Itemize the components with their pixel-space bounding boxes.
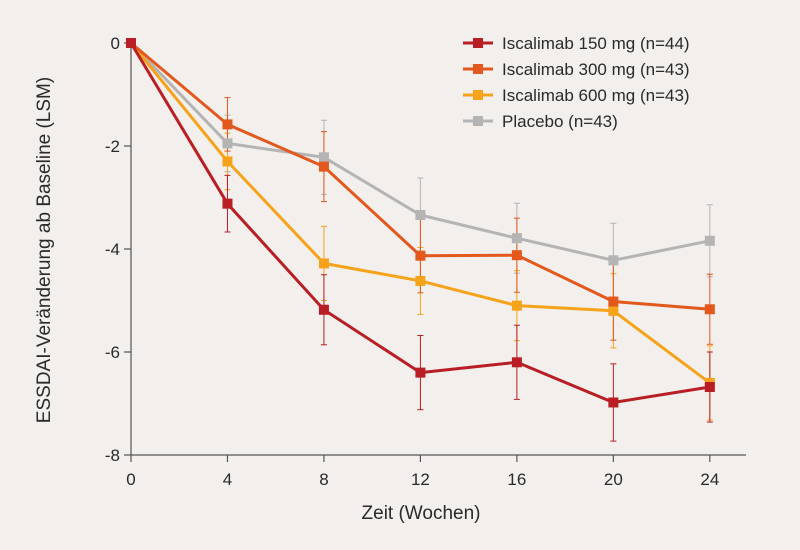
data-point-iscalimab-150-mg-n-44 bbox=[415, 367, 426, 378]
data-point-iscalimab-150-mg-n-44 bbox=[608, 397, 619, 408]
legend-swatch-marker bbox=[473, 64, 483, 74]
legend-label: Iscalimab 150 mg (n=44) bbox=[502, 34, 690, 53]
series-markers bbox=[126, 38, 715, 408]
y-axis-title: ESSDAI-Veränderung ab Baseline (LSM) bbox=[34, 77, 55, 423]
x-tick-label: 24 bbox=[700, 470, 719, 489]
y-tick-label: -4 bbox=[105, 240, 120, 259]
data-point-placebo-n-43 bbox=[222, 138, 233, 149]
axes bbox=[124, 41, 746, 462]
data-point-iscalimab-300-mg-n-43 bbox=[222, 119, 233, 130]
y-tick-label: 0 bbox=[111, 34, 120, 53]
data-point-iscalimab-600-mg-n-43 bbox=[415, 275, 426, 286]
data-point-iscalimab-300-mg-n-43 bbox=[318, 161, 329, 172]
data-point-iscalimab-600-mg-n-43 bbox=[222, 156, 233, 167]
x-tick-label: 8 bbox=[319, 470, 328, 489]
data-point-iscalimab-300-mg-n-43 bbox=[704, 304, 715, 315]
y-tick-label: -2 bbox=[105, 137, 120, 156]
data-point-iscalimab-600-mg-n-43 bbox=[511, 300, 522, 311]
data-point-placebo-n-43 bbox=[415, 210, 426, 221]
x-tick-label: 20 bbox=[604, 470, 623, 489]
data-point-placebo-n-43 bbox=[511, 233, 522, 244]
x-tick-label: 4 bbox=[223, 470, 232, 489]
legend-label: Placebo (n=43) bbox=[502, 112, 618, 131]
data-point-iscalimab-150-mg-n-44 bbox=[511, 357, 522, 368]
data-point-iscalimab-150-mg-n-44 bbox=[126, 38, 136, 48]
legend-label: Iscalimab 600 mg (n=43) bbox=[502, 86, 690, 105]
data-point-placebo-n-43 bbox=[608, 255, 619, 266]
error-bars bbox=[224, 97, 713, 442]
legend-swatch-marker bbox=[473, 116, 483, 126]
data-point-iscalimab-300-mg-n-43 bbox=[415, 250, 426, 261]
tick-labels: 0 -2 -4 -6 -8 0 4 8 12 16 20 24 bbox=[105, 34, 719, 489]
data-point-iscalimab-150-mg-n-44 bbox=[222, 198, 233, 209]
data-point-iscalimab-300-mg-n-43 bbox=[511, 250, 522, 261]
legend-swatch-marker bbox=[473, 38, 483, 48]
y-tick-label: -8 bbox=[105, 446, 120, 465]
data-point-placebo-n-43 bbox=[318, 152, 329, 163]
data-point-iscalimab-150-mg-n-44 bbox=[704, 382, 715, 393]
data-point-iscalimab-300-mg-n-43 bbox=[608, 296, 619, 307]
legend-label: Iscalimab 300 mg (n=43) bbox=[502, 60, 690, 79]
legend: Iscalimab 150 mg (n=44) Iscalimab 300 mg … bbox=[463, 34, 690, 131]
x-tick-label: 16 bbox=[507, 470, 526, 489]
data-point-placebo-n-43 bbox=[704, 235, 715, 246]
x-axis-title: Zeit (Wochen) bbox=[362, 503, 481, 524]
y-tick-label: -6 bbox=[105, 343, 120, 362]
legend-swatch-marker bbox=[473, 90, 483, 100]
data-point-iscalimab-150-mg-n-44 bbox=[318, 304, 329, 315]
data-point-iscalimab-600-mg-n-43 bbox=[318, 258, 329, 269]
x-tick-label: 12 bbox=[411, 470, 430, 489]
x-tick-label: 0 bbox=[126, 470, 135, 489]
data-point-iscalimab-600-mg-n-43 bbox=[608, 305, 619, 316]
